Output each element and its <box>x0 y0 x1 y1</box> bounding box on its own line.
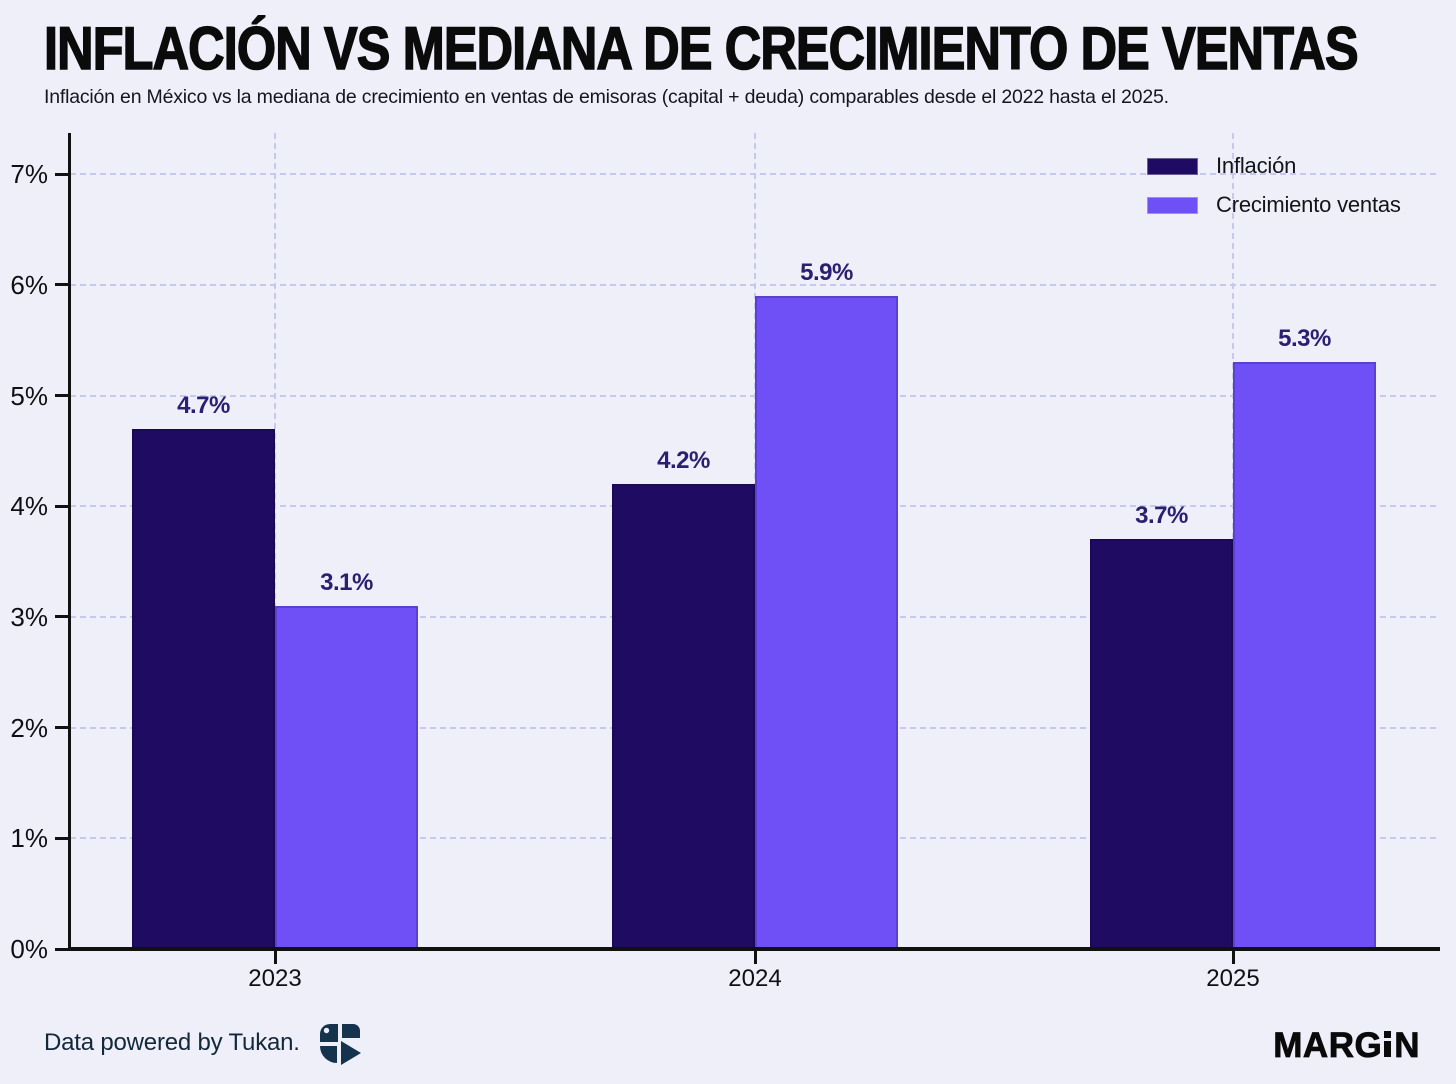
legend-item-crecimiento: Crecimiento ventas <box>1147 192 1401 218</box>
bar-inflacion <box>132 428 275 949</box>
tukan-logo-icon <box>320 1024 361 1065</box>
y-tick <box>55 172 69 176</box>
tukan-head <box>320 1024 338 1042</box>
bar-inflacion <box>1090 539 1233 949</box>
x-tick <box>273 951 277 964</box>
x-axis-line <box>68 947 1440 951</box>
y-tick-label: 1% <box>10 823 48 854</box>
chart-subtitle: Inflación en México vs la mediana de cre… <box>44 86 1169 108</box>
brand-text-pre: MARG <box>1273 1026 1383 1066</box>
legend-label: Inflación <box>1216 153 1297 178</box>
y-tick-label: 2% <box>10 712 48 743</box>
bar-value-label: 3.7% <box>1135 502 1188 530</box>
y-tick <box>55 836 69 840</box>
legend-item-inflacion: Inflación <box>1147 153 1401 179</box>
bar-crecimiento <box>755 295 898 949</box>
tukan-beak-top <box>342 1024 360 1038</box>
legend-swatch-inflacion <box>1147 157 1198 175</box>
bar-value-label: 3.1% <box>320 568 373 596</box>
x-tick-label: 2025 <box>1206 965 1260 992</box>
x-tick <box>1231 951 1235 964</box>
y-axis-line <box>68 133 71 950</box>
x-tick <box>753 951 757 964</box>
data-credit-text: Data powered by Tukan. <box>44 1029 300 1056</box>
legend: Inflación Crecimiento ventas <box>1147 153 1401 218</box>
x-tick-label: 2023 <box>248 965 302 992</box>
tukan-wing <box>320 1046 337 1063</box>
bar-value-label: 4.7% <box>177 391 230 419</box>
y-tick-label: 5% <box>10 380 48 411</box>
x-tick-label: 2024 <box>728 965 782 992</box>
bar-crecimiento <box>1233 362 1376 949</box>
bar-value-label: 4.2% <box>657 447 710 475</box>
y-tick <box>55 615 69 619</box>
y-tick <box>55 504 69 508</box>
y-tick-label: 3% <box>10 601 48 632</box>
tukan-eye <box>323 1027 330 1034</box>
bar-value-label: 5.3% <box>1278 325 1331 353</box>
brand-wordmark: MARG N <box>1273 1026 1420 1066</box>
legend-swatch-crecimiento <box>1147 196 1198 214</box>
v-gridline <box>274 133 276 949</box>
legend-label: Crecimiento ventas <box>1216 192 1401 217</box>
bar-inflacion <box>612 484 755 949</box>
y-tick-label: 4% <box>10 491 48 522</box>
brand-text-post: N <box>1394 1026 1420 1066</box>
bar-crecimiento <box>275 605 418 949</box>
y-tick-label: 0% <box>10 934 48 964</box>
y-tick <box>55 726 69 730</box>
y-tick <box>55 394 69 397</box>
tukan-body <box>341 1041 361 1065</box>
bar-value-label: 5.9% <box>800 258 853 286</box>
brand-stylized-i <box>1384 1031 1392 1057</box>
y-tick-label: 7% <box>10 159 48 190</box>
chart-title: INFLACIÓN VS MEDIANA DE CRECIMIENTO DE V… <box>43 14 1359 83</box>
y-tick <box>55 283 69 287</box>
y-tick-label: 6% <box>10 269 48 300</box>
y-tick <box>55 947 69 951</box>
